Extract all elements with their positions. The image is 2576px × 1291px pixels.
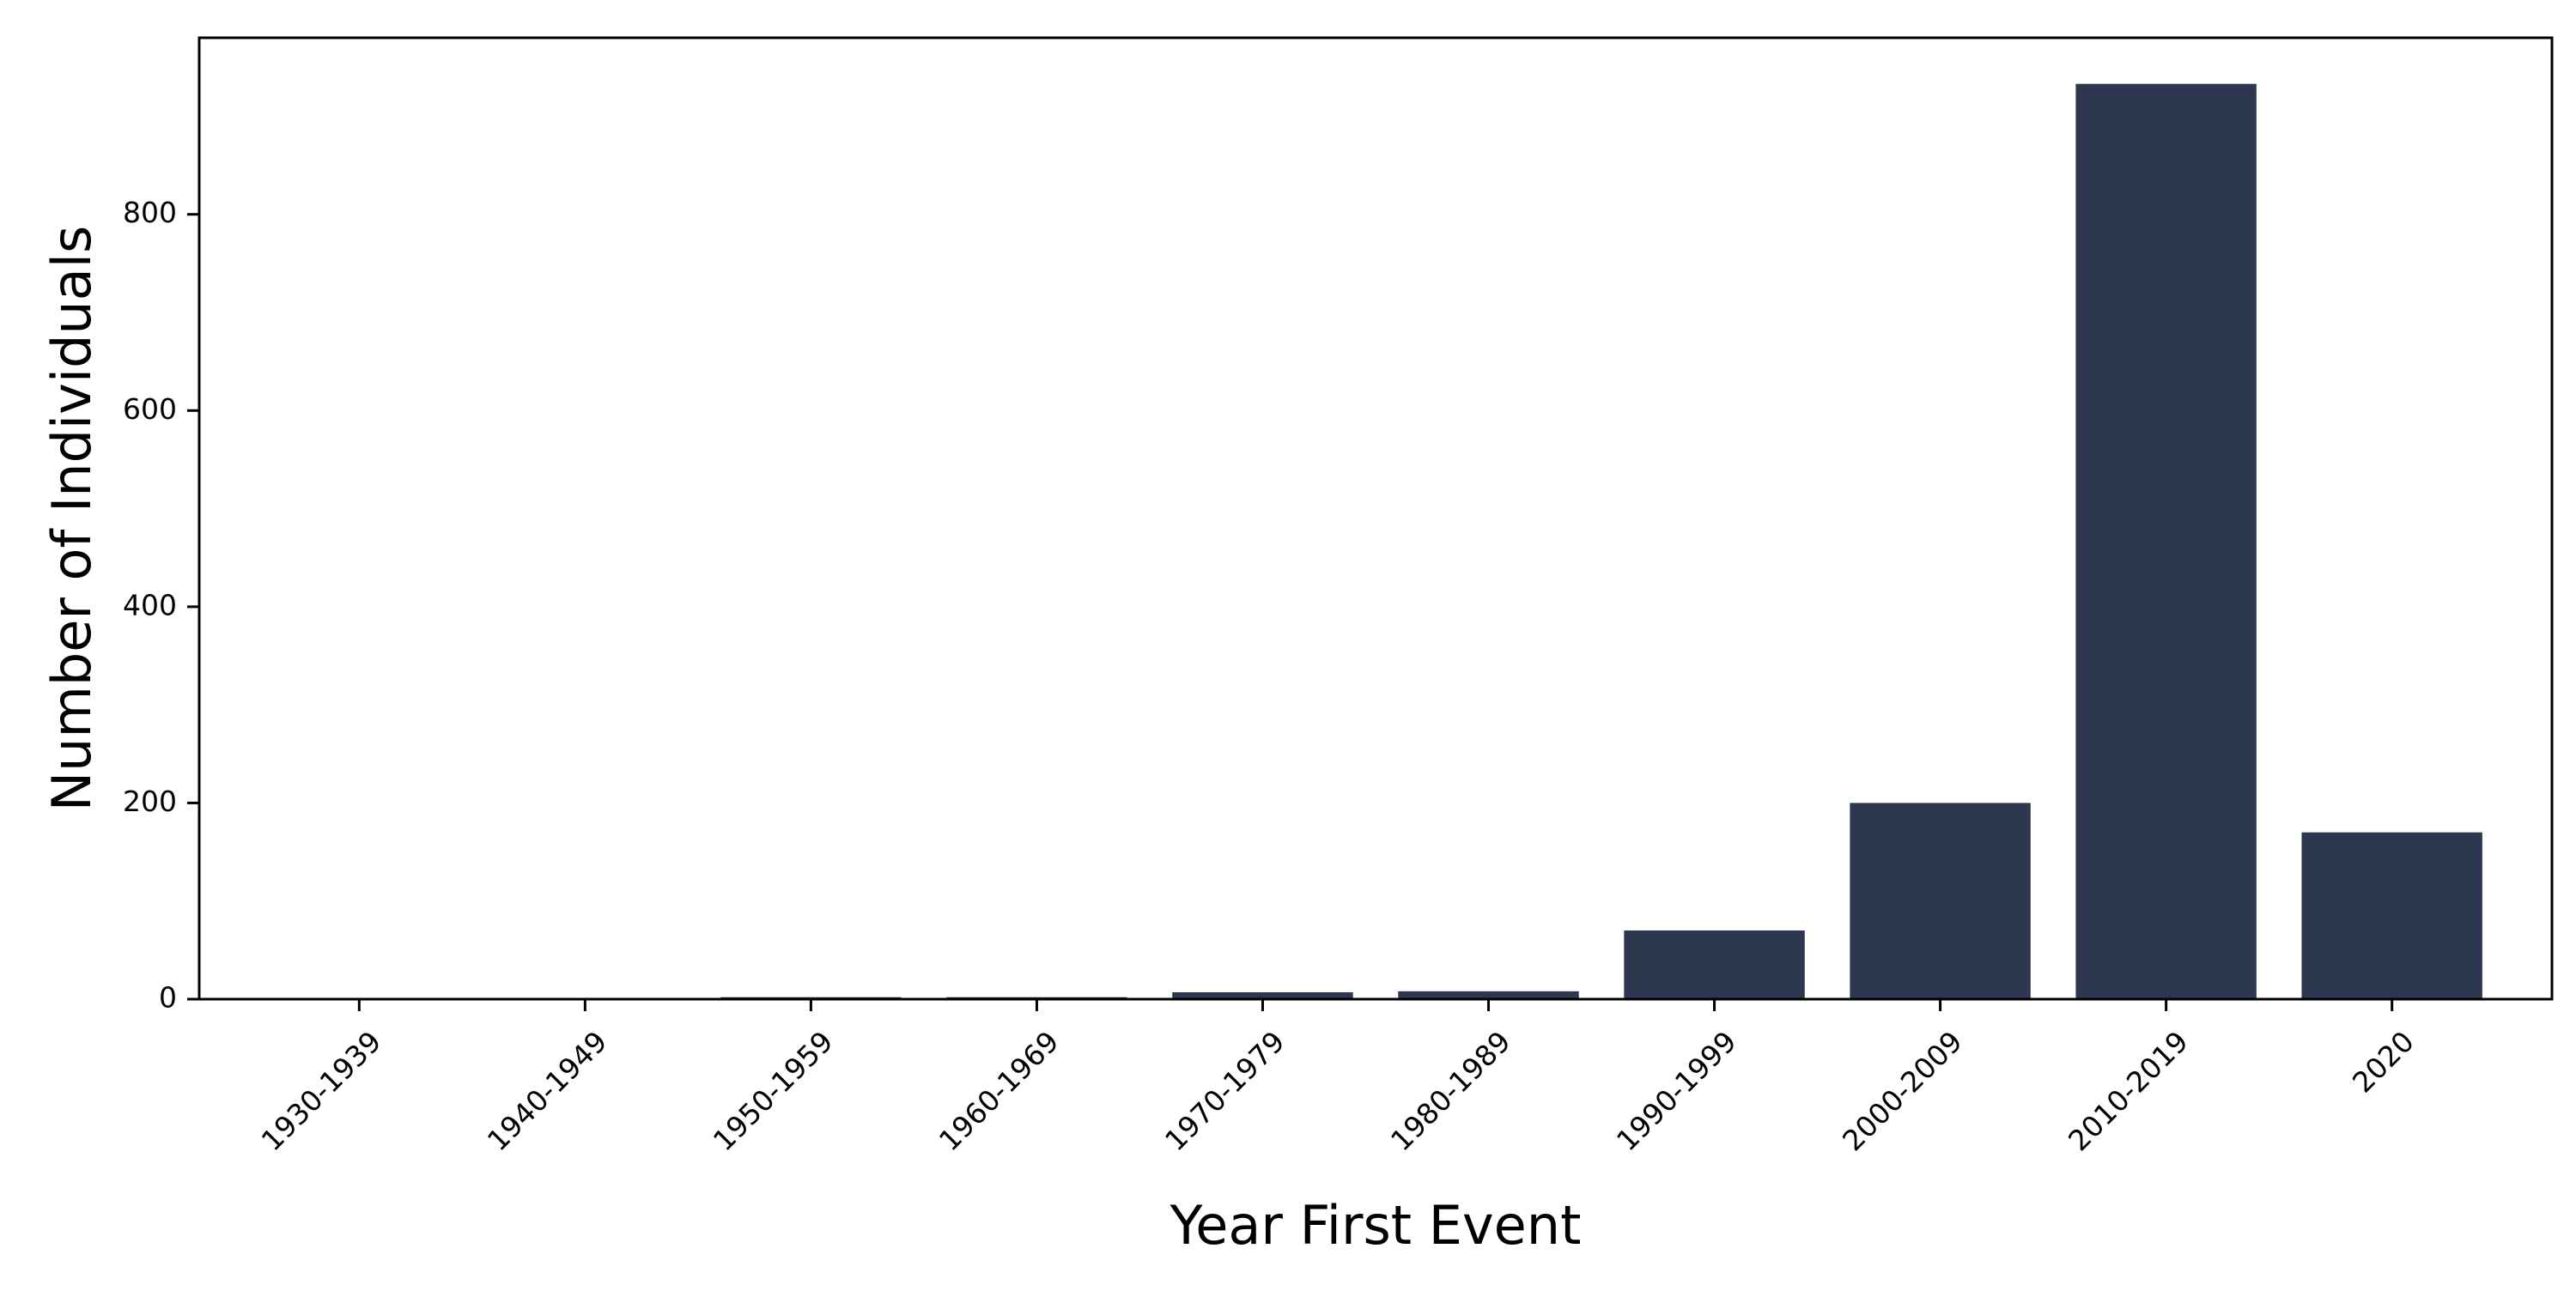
x-tick-label: 1990-1999 (1610, 1025, 1743, 1158)
y-tick-label: 400 (123, 588, 177, 621)
plot-area-frame (197, 36, 2554, 1001)
x-tick-label: 2020 (2346, 1025, 2421, 1100)
bars-layer (269, 83, 2482, 1000)
bar-1980-1989 (1398, 991, 1579, 999)
x-tick-label: 1940-1949 (481, 1025, 614, 1158)
bar-1990-1999 (1624, 930, 1805, 999)
y-axis-title: Number of Individuals (40, 226, 103, 811)
x-axis: 1930-1939 1940-1949 1950-1959 1960-1969 1970… (255, 999, 2421, 1157)
y-axis: 0 200 400 600 800 (123, 196, 199, 1015)
y-tick-label: 600 (123, 392, 177, 426)
x-tick-label: 1930-1939 (255, 1025, 388, 1158)
x-tick-label: 1980-1989 (1384, 1025, 1517, 1158)
y-tick-label: 800 (123, 196, 177, 229)
bar-2020 (2301, 832, 2482, 999)
x-tick-label: 2010-2019 (2062, 1025, 2195, 1158)
bar-2010-2019 (2075, 83, 2257, 1000)
x-tick-label: 1950-1959 (707, 1025, 840, 1158)
x-tick-label: 2000-2009 (1836, 1025, 1969, 1158)
bar-1970-1979 (1172, 992, 1353, 999)
y-tick-label: 0 (159, 981, 177, 1015)
x-tick-label: 1970-1979 (1158, 1025, 1291, 1158)
x-tick-label: 1960-1969 (933, 1025, 1066, 1158)
bar-2000-2009 (1850, 803, 2031, 999)
x-axis-title: Year First Event (1170, 1194, 1582, 1257)
y-tick-label: 200 (123, 785, 177, 818)
